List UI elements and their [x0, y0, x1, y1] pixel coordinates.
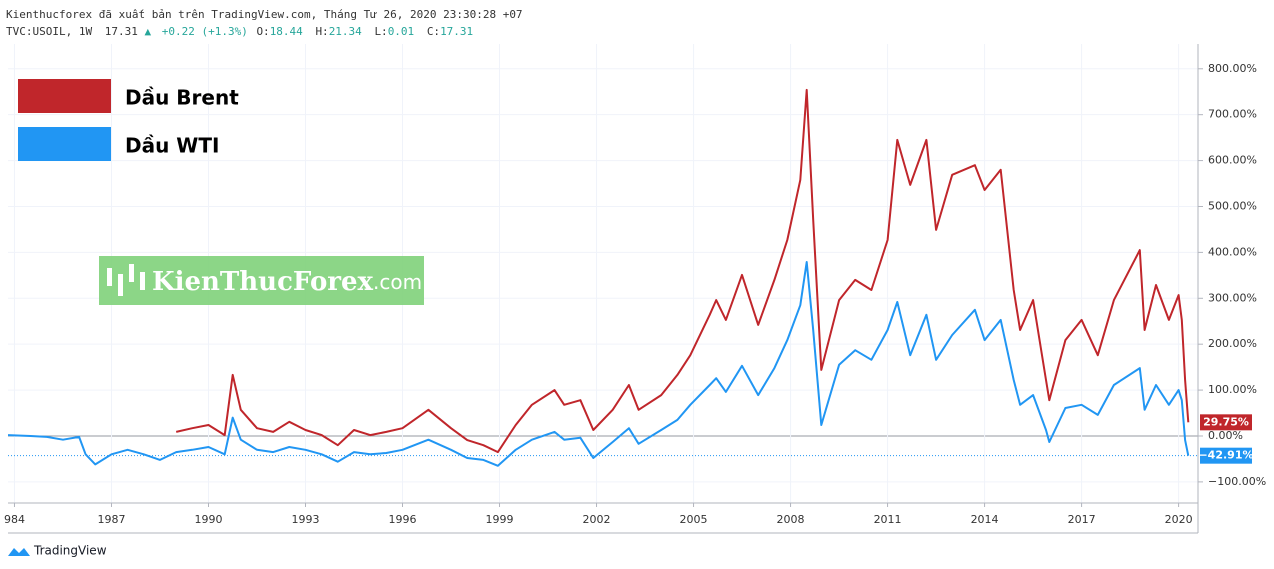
x-tick-label: 2017 [1068, 513, 1096, 526]
legend-swatch [18, 127, 111, 161]
watermark-brand: KienThucForex [152, 267, 374, 297]
series-line [175, 88, 1190, 454]
y-tick-label: 300.00% [1208, 291, 1257, 304]
legend-swatch [18, 79, 111, 113]
x-tick-label: 984 [4, 513, 25, 526]
x-tick-label: 1990 [194, 513, 222, 526]
last-value-label: −42.91% [1198, 449, 1253, 462]
logo-text: TradingView [33, 544, 107, 558]
y-tick-label: −100.00% [1208, 475, 1266, 488]
last-value-label: 29.75% [1203, 415, 1249, 428]
ohlc-val: 0.01 [388, 25, 415, 38]
watermark-icon [140, 272, 145, 290]
ohlc-key: H: [315, 25, 328, 38]
logo-icon [8, 548, 30, 556]
x-tick-label: 2020 [1165, 513, 1193, 526]
x-tick-label: 1999 [486, 513, 514, 526]
published-line: Kienthucforex đã xuất bản trên TradingVi… [6, 8, 523, 21]
watermark: KienThucForex.com [99, 256, 424, 305]
x-tick-label: 2014 [971, 513, 999, 526]
x-tick-label: 2008 [777, 513, 805, 526]
watermark-text: KienThucForex.com [152, 267, 422, 297]
change: +0.22 (+1.3%) [162, 25, 248, 38]
x-tick-label: 1993 [292, 513, 320, 526]
x-tick-label: 2005 [680, 513, 708, 526]
x-tick-label: 1996 [389, 513, 417, 526]
plot-area [7, 44, 1198, 503]
ohlc-key: L: [374, 25, 387, 38]
legend-label: Dầu WTI [125, 134, 219, 158]
ohlc-key: C: [427, 25, 440, 38]
watermark-icon [107, 268, 112, 286]
y-tick-label: 400.00% [1208, 245, 1257, 258]
y-tick-label: 200.00% [1208, 337, 1257, 350]
series-line [7, 261, 1190, 467]
x-tick-label: 2011 [874, 513, 902, 526]
legend-label: Dầu Brent [125, 86, 239, 110]
price: 17.31 [105, 25, 138, 38]
symbol-line: TVC:USOIL, 1W 17.31 ▲ +0.22 (+1.3%) O:18… [6, 25, 473, 38]
x-tick-label: 1987 [97, 513, 125, 526]
y-tick-label: 700.00% [1208, 108, 1257, 121]
symbol: TVC:USOIL, 1W [6, 25, 92, 38]
footer: TradingView [8, 544, 107, 558]
ohlc-val: 21.34 [329, 25, 362, 38]
ohlc-val: 18.44 [270, 25, 303, 38]
y-tick-label: 100.00% [1208, 383, 1257, 396]
ohlc-key: O: [256, 25, 269, 38]
y-tick-label: 600.00% [1208, 154, 1257, 167]
last-value-box [1200, 447, 1252, 464]
watermark-box [99, 256, 424, 305]
watermark-icon [118, 274, 123, 296]
y-tick-label: 0.00% [1208, 429, 1243, 442]
ohlc-val: 17.31 [440, 25, 473, 38]
last-value-box [1200, 414, 1252, 431]
y-tick-label: 500.00% [1208, 199, 1257, 212]
x-tick-label: 2002 [583, 513, 611, 526]
watermark-suffix: .com [373, 270, 422, 294]
watermark-icon [129, 264, 134, 282]
y-tick-label: 800.00% [1208, 62, 1257, 75]
arrow: ▲ [144, 25, 151, 38]
